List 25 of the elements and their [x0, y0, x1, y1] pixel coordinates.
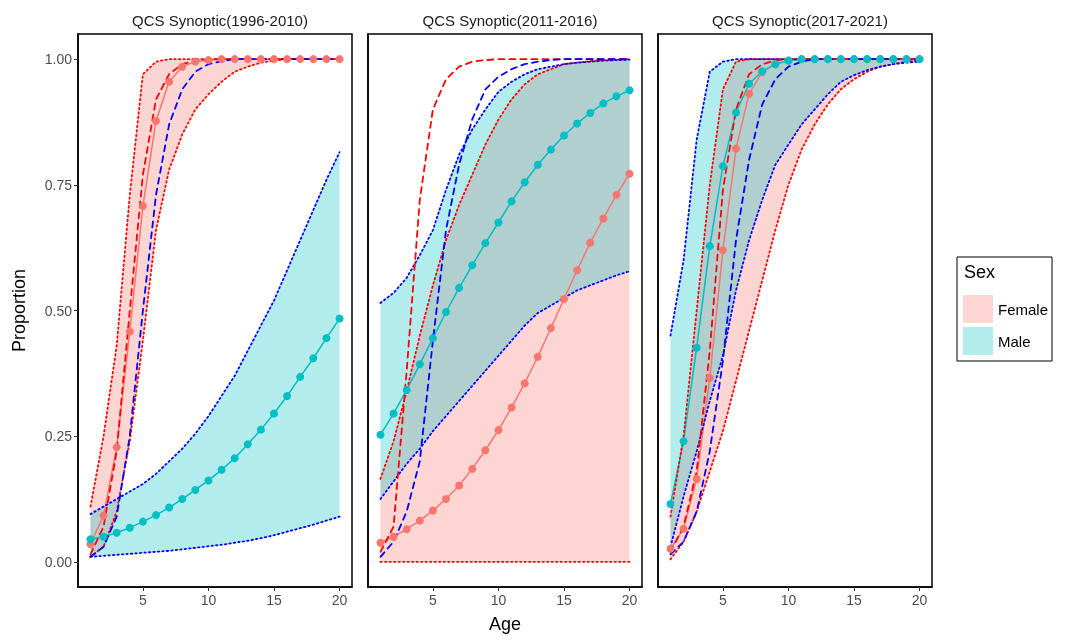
chart-title: QCS Synoptic(2011-2016)	[422, 12, 598, 29]
x-tick-label: 10	[780, 592, 797, 608]
x-axis-title: Age	[488, 614, 522, 634]
x-tick-label: 20	[621, 592, 638, 608]
legend-label: Female	[998, 300, 1049, 318]
y-tick-label: 0.50	[44, 302, 73, 319]
y-tick-label: 1.00	[44, 51, 73, 68]
y-tick-label: 0.25	[44, 428, 73, 445]
x-tick-label: 20	[911, 592, 928, 608]
x-tick-label: 10	[200, 592, 217, 608]
x-tick-label: 15	[556, 592, 572, 608]
x-tick-label: 20	[331, 592, 348, 608]
y-tick-label: 0.00	[44, 553, 73, 570]
x-tick-label: 5	[719, 592, 727, 608]
x-tick-label: 5	[429, 592, 437, 608]
chart-title: QCS Synoptic(2017-2021)	[712, 12, 888, 29]
legend-title: Sex	[964, 262, 996, 282]
y-tick-label: 0.75	[44, 176, 73, 193]
x-tick-label: 15	[846, 592, 862, 608]
x-tick-label: 5	[139, 592, 147, 608]
chart-title: QCS Synoptic(1996-2010)	[132, 12, 308, 29]
x-tick-label: 10	[490, 592, 507, 608]
y-axis-title: Proportion	[9, 268, 29, 353]
x-tick-label: 15	[266, 592, 282, 608]
legend-label: Male	[998, 332, 1031, 350]
